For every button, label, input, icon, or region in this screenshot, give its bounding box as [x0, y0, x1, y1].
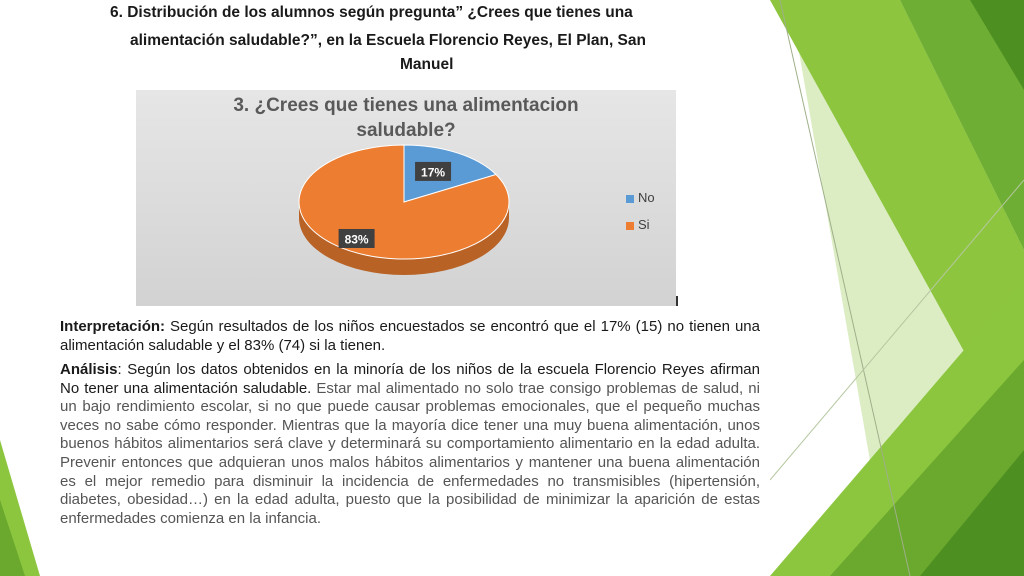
interpretation-paragraph: Interpretación: Según resultados de los …: [60, 318, 760, 355]
pie-label-no: 17%: [415, 161, 452, 181]
legend-item-si: Si: [626, 217, 650, 232]
analysis-body: Estar mal alimentado no solo trae consig…: [60, 379, 760, 527]
interpretation-text: Según resultados de los niños encuestado…: [60, 318, 760, 354]
chart-plot: 17% 83%: [298, 144, 510, 275]
legend-swatch-no: [626, 194, 634, 203]
pie-chart: 3. ¿Crees que tienes una alimentacion sa…: [136, 90, 676, 306]
chart-edge-mark: [676, 296, 678, 306]
legend-label-no: No: [638, 190, 655, 205]
svg-text:17%: 17%: [421, 165, 445, 179]
left-green-decoration: [0, 440, 40, 576]
svg-text:83%: 83%: [345, 232, 369, 246]
analysis-label: Análisis: [60, 361, 118, 378]
pie-label-si: 83%: [338, 228, 375, 248]
chart-title-line-1: 3. ¿Crees que tienes una alimentacion: [233, 95, 579, 116]
legend-label-si: Si: [638, 217, 650, 232]
analysis-lead: : Según los datos obtenidos en la minorí…: [60, 361, 760, 397]
pie-side-wall: [299, 202, 509, 275]
analysis-paragraph: Análisis: Según los datos obtenidos en l…: [60, 361, 760, 528]
right-green-decoration: [770, 0, 1024, 576]
chart-title-line-2: saludable?: [356, 120, 456, 141]
legend-item-no: No: [626, 190, 655, 205]
heading-line-3: Manuel: [400, 56, 454, 73]
legend-swatch-si: [626, 221, 634, 230]
interpretation-label: Interpretación:: [60, 318, 166, 335]
heading-line-2: alimentación saludable?”, en la Escuela …: [130, 32, 646, 49]
heading-line-1: 6. Distribución de los alumnos según pre…: [110, 4, 633, 21]
